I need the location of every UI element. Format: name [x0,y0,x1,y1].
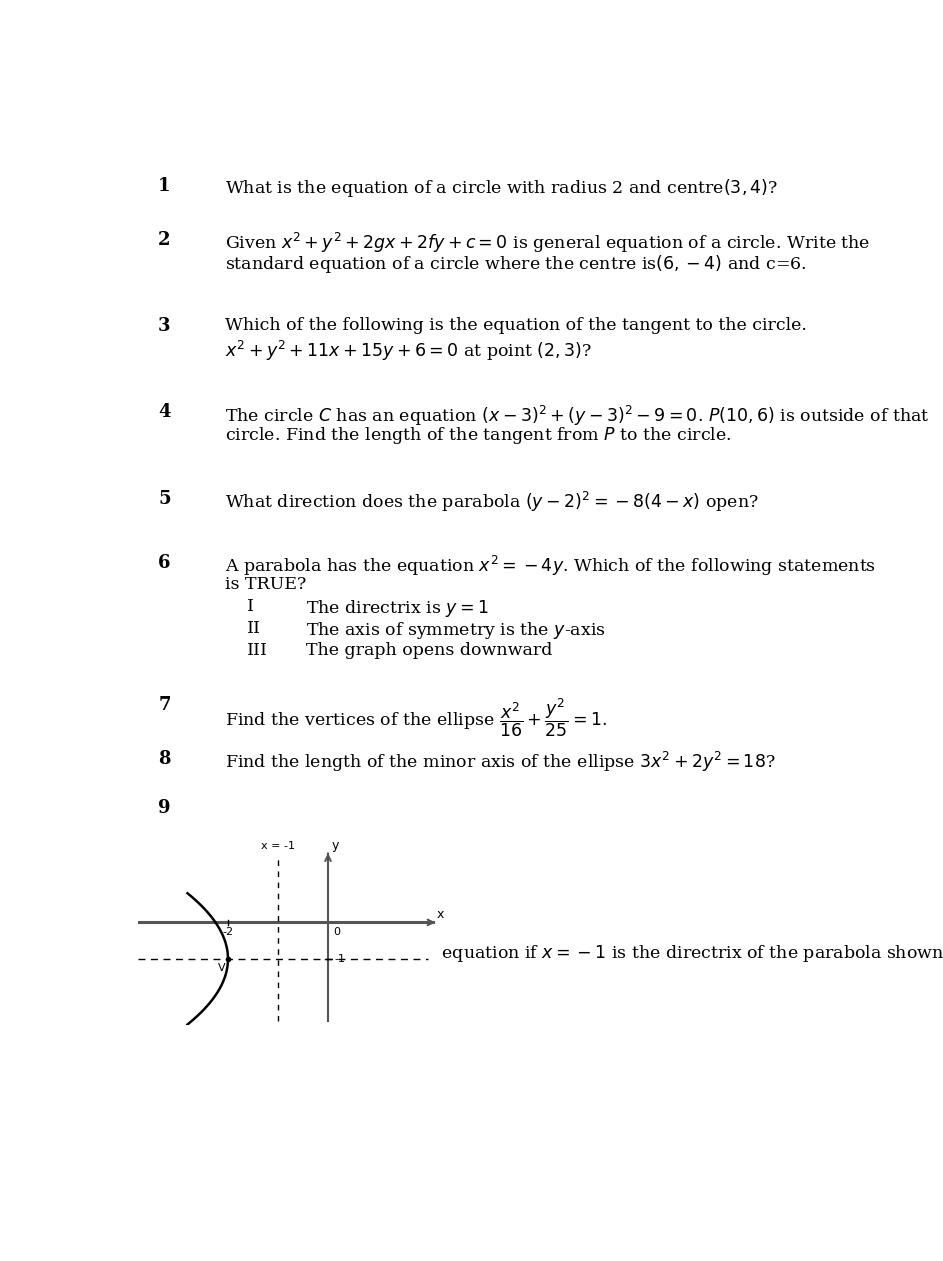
Text: Find the length of the minor axis of the ellipse $3x^2+2y^2=18$?: Find the length of the minor axis of the… [224,750,775,774]
Text: I: I [246,598,254,615]
Text: 7: 7 [158,696,171,714]
Text: 0: 0 [333,927,340,937]
Text: Find the vertices of the ellipse $\dfrac{x^2}{16}+\dfrac{y^2}{25}=1$.: Find the vertices of the ellipse $\dfrac… [224,696,607,739]
Text: y: y [332,840,339,852]
Text: Which of the following is the equation of the tangent to the circle.: Which of the following is the equation o… [224,318,806,334]
Text: Determine the standard equation if $x=-1$ is the directrix of the parabola shown: Determine the standard equation if $x=-1… [224,943,943,965]
Text: circle. Find the length of the tangent from $P$ to the circle.: circle. Find the length of the tangent f… [224,425,732,446]
Text: above.: above. [224,965,283,982]
Text: $x^2+y^2+11x+15y+6=0$ at point $(2, 3)$?: $x^2+y^2+11x+15y+6=0$ at point $(2, 3)$? [224,339,592,363]
Text: The axis of symmetry is the $y$-axis: The axis of symmetry is the $y$-axis [306,620,606,641]
Text: 4: 4 [158,404,171,421]
Text: 9: 9 [158,799,171,817]
Text: is TRUE?: is TRUE? [224,576,306,593]
Text: 3: 3 [158,318,171,335]
Text: II: II [246,620,260,637]
Text: x = -1: x = -1 [261,841,295,851]
Text: The graph opens downward: The graph opens downward [306,642,553,658]
Text: 6: 6 [158,554,171,572]
Text: What direction does the parabola $\left(y-2\right)^2=-8(4-x)$ open?: What direction does the parabola $\left(… [224,489,758,513]
Text: III: III [246,642,268,658]
Text: x: x [437,908,444,921]
Text: -1: -1 [334,953,345,963]
Text: 1: 1 [158,177,171,194]
Text: 2: 2 [158,231,171,248]
Text: The circle $C$ has an equation $\left(x-3\right)^2+\left(y-3\right)^2-9=0$. $P(1: The circle $C$ has an equation $\left(x-… [224,404,929,427]
Text: -2: -2 [223,927,234,937]
Text: The directrix is $y=1$: The directrix is $y=1$ [306,598,488,619]
Text: V: V [218,963,225,973]
Text: standard equation of a circle where the centre is$(6, -4)$ and c=6.: standard equation of a circle where the … [224,253,806,275]
Text: 8: 8 [158,750,171,768]
Text: 5: 5 [158,489,171,508]
Text: What is the equation of a circle with radius 2 and centre$(3, 4)$?: What is the equation of a circle with ra… [224,177,778,199]
Text: A parabola has the equation $x^2=-4y$. Which of the following statements: A parabola has the equation $x^2=-4y$. W… [224,554,876,578]
Text: Given $x^2+y^2+2gx+2fy+c=0$ is general equation of a circle. Write the: Given $x^2+y^2+2gx+2fy+c=0$ is general e… [224,231,870,255]
